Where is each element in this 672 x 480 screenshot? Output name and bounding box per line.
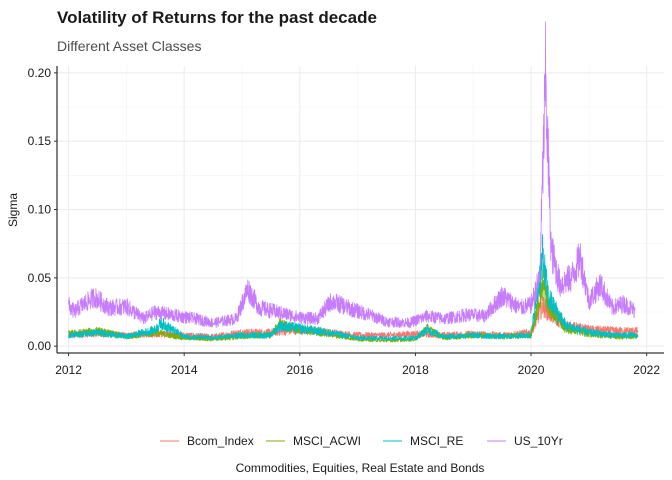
y-tick-label: 0.05 [28, 271, 52, 285]
legend-label: US_10Yr [514, 434, 563, 448]
y-axis-title: Sigma [6, 193, 20, 227]
legend-label: MSCI_RE [410, 434, 463, 448]
x-tick-label: 2022 [633, 363, 660, 377]
legend-label: MSCI_ACWI [293, 434, 361, 448]
series-line-msci-re [68, 233, 639, 341]
x-tick-label: 2016 [286, 363, 313, 377]
y-tick-label: 0.00 [28, 339, 52, 353]
x-tick-label: 2020 [518, 363, 545, 377]
legend: Bcom_Index MSCI_ACWI MSCI_RE US_10Yr [160, 434, 563, 448]
chart-subtitle: Different Asset Classes [57, 38, 202, 54]
y-tick-label: 0.15 [28, 134, 52, 148]
series-line-us-10yr [68, 21, 636, 329]
series-line-msci-acwi [68, 269, 639, 343]
series-lines [68, 21, 639, 343]
legend-label: Bcom_Index [187, 434, 254, 448]
x-axis-title: Commodities, Equities, Real Estate and B… [236, 461, 485, 475]
y-tick-label: 0.20 [28, 66, 52, 80]
chart-title: Volatility of Returns for the past decad… [57, 8, 377, 27]
x-tick-label: 2014 [171, 363, 198, 377]
ticks: 2012 2014 2016 2018 2020 2022 0.00 0.05 0.10 0.15… [28, 66, 661, 377]
x-tick-label: 2012 [55, 363, 82, 377]
y-tick-label: 0.10 [28, 203, 52, 217]
x-tick-label: 2018 [402, 363, 429, 377]
